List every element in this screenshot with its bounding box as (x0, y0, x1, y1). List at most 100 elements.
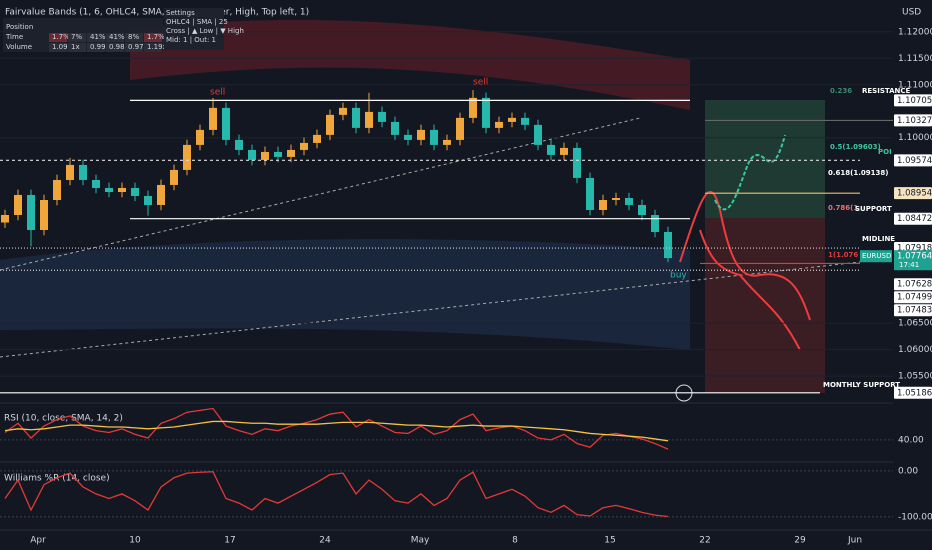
price-label-box (894, 154, 932, 167)
candle-body (612, 197, 620, 200)
candle-body (300, 142, 308, 150)
lower-band (0, 239, 690, 350)
level-annotation: RESISTANCE (862, 87, 911, 95)
candle-body (573, 147, 581, 178)
y-tick-label: 1.05500 (898, 372, 932, 382)
table-cell (87, 33, 105, 42)
table-cell-text: Volume (6, 43, 32, 51)
candle-body (196, 129, 204, 145)
trendline (0, 117, 641, 271)
candle-body (287, 149, 295, 157)
table-cell-text: 41% (90, 33, 106, 41)
table-cell-text: 1.09x (52, 43, 72, 51)
candle-body (664, 232, 672, 259)
table-cell (68, 33, 86, 42)
candle-body (170, 169, 178, 185)
candle-body (1, 214, 9, 223)
candle-body (508, 117, 516, 122)
candle-body (391, 121, 399, 135)
candle-body (404, 134, 412, 140)
indicator-title: Fairvalue Bands (1, 6, OHLC4, SMA, 25, C… (5, 8, 309, 18)
x-tick-label: May (411, 536, 430, 546)
level-annotation: 0.236 (830, 87, 852, 95)
candle-body (586, 177, 594, 211)
price-label-box (894, 114, 932, 127)
rsi-title: RSI (10, close, SMA, 14, 2) (4, 414, 123, 424)
candle-body (209, 107, 217, 130)
table-cell-text: 8% (128, 33, 139, 41)
candle-body (495, 121, 503, 128)
x-tick-label: 22 (699, 536, 710, 546)
x-tick-label: Apr (30, 536, 46, 546)
x-tick-label: 8 (512, 536, 518, 546)
table-cell-text: 41% (109, 33, 125, 41)
level-annotation: POI (878, 148, 892, 156)
price-label-box (894, 212, 932, 225)
candle-body (378, 111, 386, 122)
candle-body (417, 129, 425, 140)
candle-body (79, 164, 87, 180)
candle-body (66, 164, 74, 180)
x-tick-label: 17 (224, 536, 235, 546)
candle-body (261, 151, 269, 160)
price-label: 1.07499 (897, 293, 932, 303)
price-label: 1.10705 (897, 96, 932, 106)
x-tick-label: Jun (847, 536, 862, 546)
candle-body (27, 194, 35, 230)
candle-body (183, 144, 191, 170)
settings-text: OHLC4 | SMA | 25 (166, 18, 228, 26)
candle-body (235, 139, 243, 150)
indicator-line (4, 471, 669, 518)
price-label-box (894, 94, 932, 107)
candle-body (443, 139, 451, 145)
y-tick-label: 1.06000 (898, 345, 932, 355)
table-cell (68, 43, 86, 52)
level-annotation: MIDLINE (862, 235, 895, 243)
table-cell-text: 7% (71, 33, 82, 41)
level-annotation: SUPPORT (855, 205, 892, 213)
fib-target-zone (705, 100, 825, 218)
table-cell (106, 33, 124, 42)
candle-body (456, 117, 464, 140)
candle-body (105, 187, 113, 192)
signal-label: sell (473, 78, 488, 88)
signal-label: buy (670, 271, 687, 281)
last-price-time: 17:41 (899, 261, 919, 269)
table-cell (125, 33, 143, 42)
candle-body (40, 200, 48, 230)
y-tick-label: -100.00 (898, 512, 932, 522)
y-tick-label: 1.10000 (898, 133, 932, 143)
candle-body (131, 187, 139, 196)
price-label: 1.07483 (897, 306, 932, 316)
table-cell (106, 43, 124, 52)
table-cell-text: 1.7% (52, 33, 70, 41)
indicator-line (4, 420, 669, 442)
candle-body (352, 107, 360, 128)
price-label-box (894, 386, 932, 399)
candle-body (547, 144, 555, 155)
table-cell-text: 1.7% (147, 33, 165, 41)
level-annotation: MONTHLY SUPPORT (823, 381, 900, 389)
candle-body (430, 129, 438, 145)
projection-bear (679, 190, 811, 321)
table-cell-text: Position (6, 23, 33, 31)
projection-bull (714, 134, 786, 211)
signal-label: sell (210, 88, 225, 98)
candle-body (248, 149, 256, 160)
candle-body (521, 117, 529, 125)
table-cell (49, 43, 67, 52)
x-tick-label: 24 (319, 536, 331, 546)
candle-body (638, 204, 646, 215)
price-label: 1.10327 (897, 116, 932, 126)
currency: USD (902, 8, 921, 18)
last-price-box (894, 250, 932, 271)
candle-body (118, 187, 126, 192)
candle-body (274, 151, 282, 157)
y-tick-label: 1.11500 (898, 54, 932, 64)
fib-risk-zone (705, 218, 825, 393)
x-tick-label: 15 (604, 536, 615, 546)
candle-body (625, 197, 633, 205)
candle-body (14, 194, 22, 215)
candle-body (144, 195, 152, 205)
